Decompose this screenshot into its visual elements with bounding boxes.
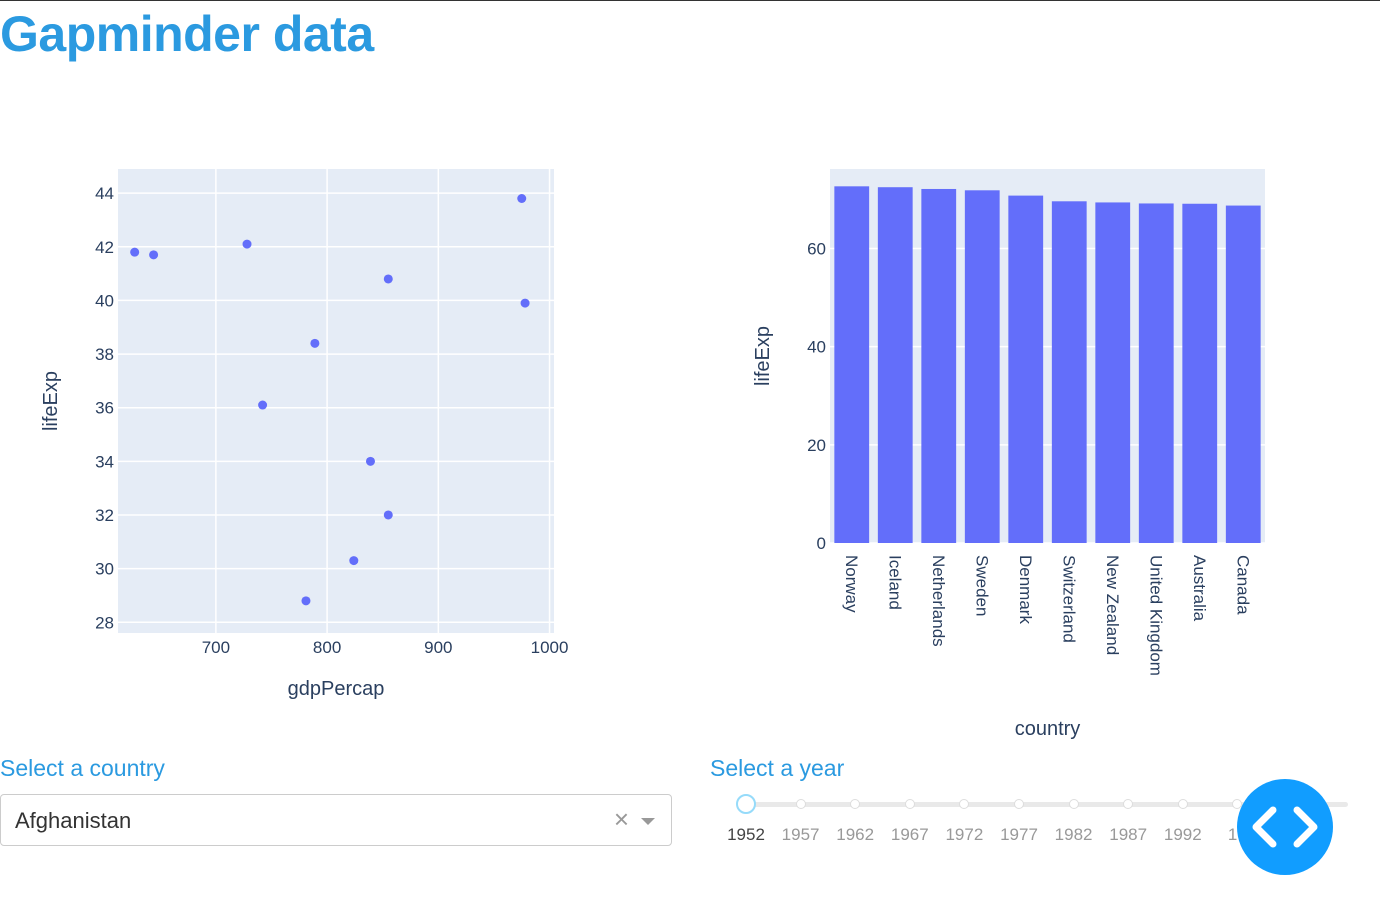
page-title: Gapminder data: [0, 6, 374, 62]
bar[interactable]: [877, 187, 913, 544]
bar[interactable]: [921, 188, 957, 543]
close-icon[interactable]: ×: [613, 804, 629, 834]
scatter-point[interactable]: [517, 194, 527, 204]
slider-rail[interactable]: [746, 802, 1348, 807]
y-tick-label: 0: [817, 534, 826, 553]
y-tick-label: 38: [95, 345, 114, 364]
x-tick-label: Australia: [1190, 555, 1209, 622]
x-tick-label: 700: [202, 638, 230, 657]
bar[interactable]: [1095, 202, 1131, 543]
scatter-point[interactable]: [242, 239, 252, 249]
scatter-point[interactable]: [149, 250, 159, 260]
bar-chart[interactable]: 0 20 40 60 Norway Iceland Netherlands Sweden Den…: [700, 121, 1320, 751]
slider-mark-label[interactable]: 1952: [727, 825, 765, 844]
slider-dot[interactable]: [1123, 799, 1134, 809]
x-tick-label: Netherlands: [929, 555, 948, 647]
y-tick-label: 44: [95, 184, 114, 203]
x-tick-label: United Kingdom: [1146, 555, 1165, 676]
x-tick-label: 900: [424, 638, 452, 657]
slider-dot[interactable]: [795, 799, 806, 809]
slider-handle[interactable]: [736, 794, 756, 814]
country-select-label: Select a country: [0, 755, 165, 781]
bar[interactable]: [1225, 205, 1261, 543]
slider-mark-label[interactable]: 1972: [945, 825, 984, 844]
slider-dot[interactable]: [959, 799, 970, 809]
y-tick-label: 60: [807, 240, 826, 259]
y-tick-label: 32: [95, 506, 114, 525]
bar[interactable]: [1182, 203, 1218, 543]
y-tick-label: 34: [95, 452, 114, 471]
bar[interactable]: [834, 186, 870, 543]
bar[interactable]: [1138, 203, 1174, 543]
country-dropdown-value: Afghanistan: [15, 808, 132, 833]
scatter-point[interactable]: [130, 247, 140, 257]
scatter-point[interactable]: [383, 274, 393, 284]
bar[interactable]: [1008, 195, 1044, 543]
bar[interactable]: [1051, 201, 1087, 543]
chevron-down-icon[interactable]: [641, 818, 655, 825]
y-tick-label: 40: [95, 291, 114, 310]
scatter-point[interactable]: [520, 298, 530, 308]
y-tick-label: 30: [95, 560, 114, 579]
scatter-point[interactable]: [301, 596, 311, 606]
y-axis-title: lifeExp: [752, 326, 774, 386]
y-tick-label: 20: [807, 436, 826, 455]
slider-dot[interactable]: [1068, 799, 1079, 809]
x-axis-title: gdpPercap: [288, 678, 385, 700]
x-tick-label: Norway: [842, 555, 861, 613]
x-axis-title: country: [1015, 718, 1081, 740]
y-tick-label: 36: [95, 399, 114, 418]
slider-dot[interactable]: [1177, 799, 1188, 809]
slider-mark-label[interactable]: 1962: [836, 825, 875, 844]
y-tick-label: 42: [95, 238, 114, 257]
devtools-button[interactable]: [1237, 779, 1333, 875]
scatter-point[interactable]: [258, 400, 268, 410]
x-tick-label: 800: [313, 638, 341, 657]
slider-mark-label[interactable]: 1977: [1000, 825, 1038, 844]
plot-area: [118, 169, 554, 633]
scatter-point[interactable]: [365, 456, 375, 466]
x-tick-label: Sweden: [972, 555, 991, 616]
slider-mark-label[interactable]: 1957: [781, 825, 820, 844]
y-tick-label: 28: [95, 613, 114, 632]
x-tick-label: Switzerland: [1059, 555, 1078, 643]
year-slider-label: Select a year: [710, 755, 845, 781]
year-slider[interactable]: 19521957196219671972197719821987199219: [720, 785, 1360, 855]
y-tick-label: 40: [807, 338, 826, 357]
country-dropdown[interactable]: Afghanistan ×: [0, 794, 672, 846]
slider-dot[interactable]: [1014, 799, 1024, 809]
code-brackets-icon: [1252, 806, 1318, 848]
x-tick-label: Denmark: [1016, 555, 1035, 624]
scatter-point[interactable]: [310, 338, 320, 348]
scatter-point[interactable]: [383, 510, 393, 520]
slider-mark-label[interactable]: 1967: [890, 825, 929, 844]
scatter-point[interactable]: [349, 556, 359, 566]
slider-dot[interactable]: [904, 799, 915, 809]
slider-dot[interactable]: [850, 799, 861, 809]
x-tick-label: Canada: [1233, 555, 1252, 615]
x-tick-label: 1000: [531, 638, 569, 657]
bar[interactable]: [964, 190, 1000, 543]
x-tick-label: New Zealand: [1103, 555, 1122, 655]
slider-mark-label[interactable]: 1992: [1163, 825, 1202, 844]
slider-mark-label[interactable]: 1982: [1054, 825, 1093, 844]
slider-mark-label[interactable]: 1987: [1109, 825, 1148, 844]
scatter-chart[interactable]: 700 800 900 1000 28 30 32 34 36 38 40 42 44 gdpPercap…: [0, 121, 600, 711]
x-tick-label: Iceland: [885, 555, 904, 610]
y-axis-title: lifeExp: [40, 371, 62, 431]
